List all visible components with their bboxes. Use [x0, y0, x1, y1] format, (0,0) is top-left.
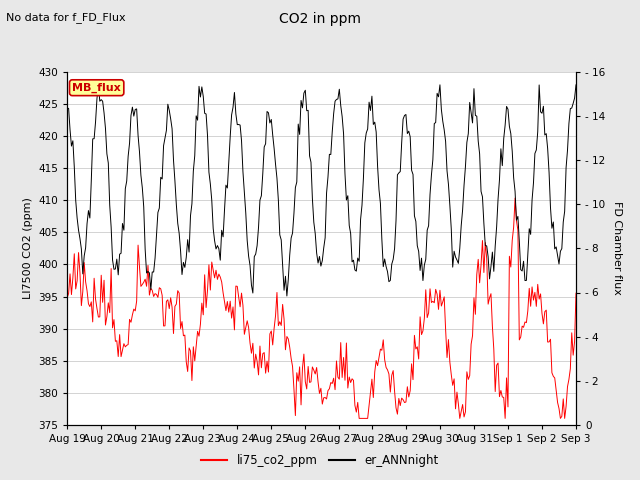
- Text: No data for f_FD_Flux: No data for f_FD_Flux: [6, 12, 126, 23]
- Y-axis label: FD Chamber flux: FD Chamber flux: [612, 202, 622, 295]
- Text: MB_flux: MB_flux: [72, 83, 121, 93]
- Text: CO2 in ppm: CO2 in ppm: [279, 12, 361, 26]
- Y-axis label: LI7500 CO2 (ppm): LI7500 CO2 (ppm): [23, 197, 33, 300]
- Legend: li75_co2_ppm, er_ANNnight: li75_co2_ppm, er_ANNnight: [196, 449, 444, 472]
